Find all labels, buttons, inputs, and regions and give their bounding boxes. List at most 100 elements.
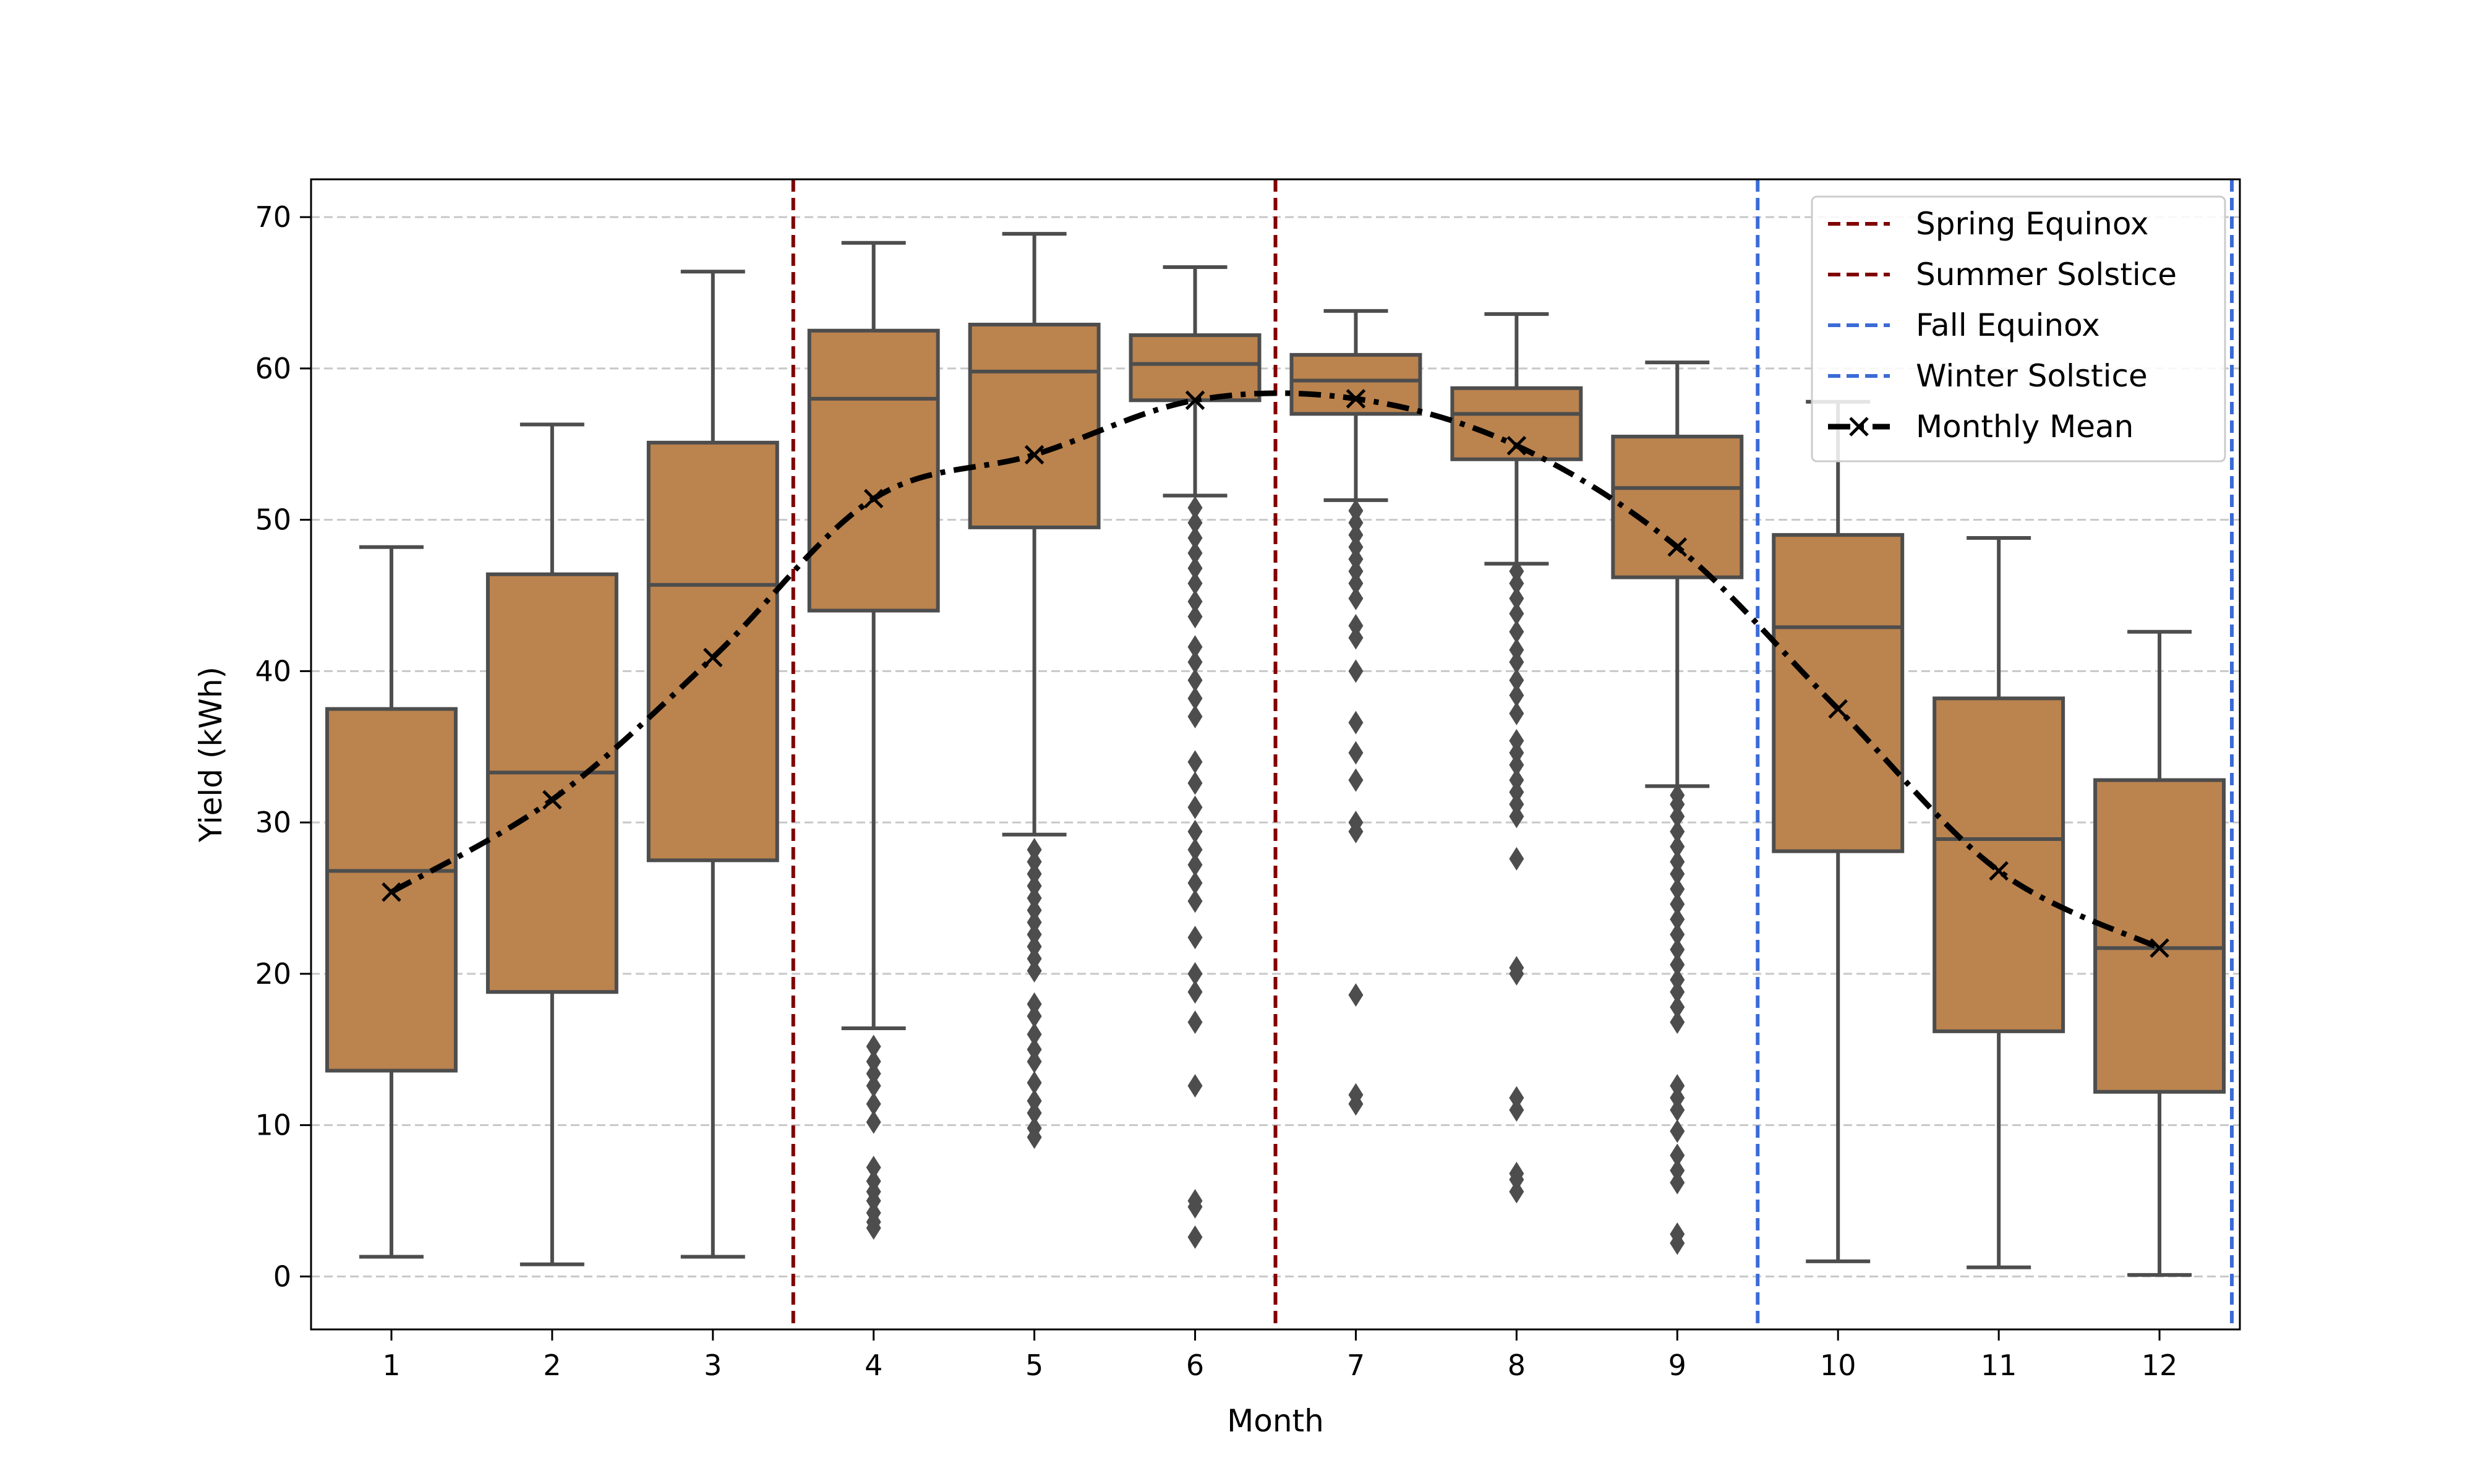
outlier-point bbox=[1348, 559, 1364, 583]
box-month-4 bbox=[807, 241, 940, 1240]
outlier-point bbox=[1670, 877, 1685, 901]
outlier-point bbox=[1027, 850, 1042, 874]
outlier-point bbox=[1348, 511, 1364, 535]
outlier-point bbox=[1187, 871, 1203, 895]
outlier-point bbox=[1027, 1049, 1042, 1073]
monthly-mean-marker bbox=[1989, 861, 2009, 881]
box-month-2 bbox=[485, 422, 618, 1266]
outlier-point bbox=[1027, 862, 1042, 886]
legend-entry: Fall Equinox bbox=[1828, 307, 2100, 343]
y-tick-label: 50 bbox=[255, 503, 291, 537]
y-tick-label: 20 bbox=[255, 957, 291, 991]
outlier-point bbox=[1027, 886, 1042, 910]
box-month-3 bbox=[646, 270, 779, 1259]
outlier-point bbox=[1670, 819, 1685, 843]
monthly-mean-marker bbox=[1828, 699, 1848, 719]
outlier-point bbox=[1027, 958, 1042, 983]
outlier-point bbox=[1670, 968, 1685, 992]
outlier-point bbox=[1187, 496, 1203, 520]
box-layer bbox=[325, 232, 2226, 1277]
x-axis-label: Month bbox=[1227, 1403, 1324, 1439]
outlier-point bbox=[1027, 1101, 1042, 1125]
outlier-point bbox=[866, 1201, 881, 1225]
legend-entry: Winter Solstice bbox=[1828, 358, 2148, 394]
x-tick-label: 3 bbox=[704, 1349, 722, 1382]
outlier-point bbox=[1187, 1010, 1203, 1034]
outlier-point bbox=[1509, 586, 1524, 610]
outlier-point bbox=[1509, 846, 1524, 871]
outlier-point bbox=[1509, 780, 1524, 804]
outlier-point bbox=[1187, 838, 1203, 862]
monthly-mean-marker bbox=[382, 882, 401, 902]
box-month-5 bbox=[968, 232, 1101, 1149]
outlier-point bbox=[1670, 1171, 1685, 1195]
outlier-point bbox=[1187, 1225, 1203, 1249]
outlier-point bbox=[1670, 923, 1685, 947]
iqr-box bbox=[1772, 533, 1905, 853]
outlier-point bbox=[1509, 638, 1524, 662]
x-tick-label: 11 bbox=[1981, 1349, 2017, 1382]
outlier-point bbox=[1187, 668, 1203, 693]
box-month-9 bbox=[1611, 360, 1744, 1255]
outlier-point bbox=[1670, 1143, 1685, 1167]
box-month-12 bbox=[2093, 629, 2226, 1277]
season-marker-lines bbox=[791, 179, 2234, 1329]
legend-label: Winter Solstice bbox=[1916, 358, 2148, 394]
outlier-point bbox=[1348, 535, 1364, 559]
outlier-point bbox=[1509, 668, 1524, 693]
iqr-box bbox=[2093, 778, 2226, 1094]
y-tick-label: 30 bbox=[255, 806, 291, 839]
outlier-point bbox=[1187, 1188, 1203, 1213]
outlier-point bbox=[1509, 753, 1524, 777]
legend-entry: Spring Equinox bbox=[1828, 206, 2149, 242]
outlier-point bbox=[1670, 862, 1685, 886]
outlier-point bbox=[1670, 1159, 1685, 1183]
outlier-point bbox=[866, 1034, 881, 1059]
outlier-point bbox=[1187, 926, 1203, 950]
box-month-6 bbox=[1129, 265, 1262, 1249]
outlier-point bbox=[1027, 1004, 1042, 1028]
outlier-point bbox=[1670, 953, 1685, 977]
x-tick-label: 12 bbox=[2142, 1349, 2178, 1382]
monthly-mean-marker bbox=[1506, 435, 1527, 456]
outlier-point bbox=[1348, 811, 1364, 835]
legend-label: Monthly Mean bbox=[1916, 409, 2133, 445]
box-month-11 bbox=[1933, 536, 2065, 1269]
outlier-point bbox=[1509, 559, 1524, 583]
outlier-point bbox=[866, 1073, 881, 1098]
x-tick-label: 2 bbox=[543, 1349, 561, 1382]
outlier-point bbox=[1670, 892, 1685, 916]
outlier-point bbox=[1509, 701, 1524, 725]
outlier-point bbox=[1670, 1119, 1685, 1143]
outlier-point bbox=[1509, 741, 1524, 765]
outlier-point bbox=[1509, 571, 1524, 595]
outlier-point bbox=[1187, 819, 1203, 843]
outlier-point bbox=[1670, 907, 1685, 931]
outlier-point bbox=[866, 1169, 881, 1193]
iqr-box bbox=[485, 572, 618, 994]
outlier-point bbox=[1348, 547, 1364, 571]
outlier-point bbox=[1187, 635, 1203, 659]
monthly-mean-series bbox=[382, 389, 2169, 958]
outlier-point bbox=[1348, 586, 1364, 610]
outlier-point bbox=[1027, 1116, 1042, 1140]
outlier-point bbox=[1670, 783, 1685, 808]
y-tick-label: 60 bbox=[255, 352, 291, 385]
outlier-point bbox=[1509, 768, 1524, 792]
outlier-point bbox=[1348, 626, 1364, 650]
outlier-point bbox=[866, 1156, 881, 1180]
outlier-point bbox=[1509, 792, 1524, 816]
outlier-point bbox=[1509, 1086, 1524, 1110]
y-tick-label: 0 bbox=[273, 1260, 291, 1293]
iqr-box bbox=[325, 707, 458, 1073]
outlier-point bbox=[1509, 956, 1524, 980]
legend-label: Spring Equinox bbox=[1916, 206, 2149, 242]
outlier-point bbox=[1348, 768, 1364, 792]
monthly-mean-marker bbox=[1667, 537, 1688, 557]
monthly-mean-marker bbox=[542, 790, 562, 810]
legend-swatch-marker bbox=[1849, 417, 1869, 437]
outlier-point bbox=[1187, 571, 1203, 595]
outlier-point bbox=[1348, 983, 1364, 1007]
outlier-point bbox=[1348, 710, 1364, 735]
outlier-point bbox=[1348, 523, 1364, 547]
